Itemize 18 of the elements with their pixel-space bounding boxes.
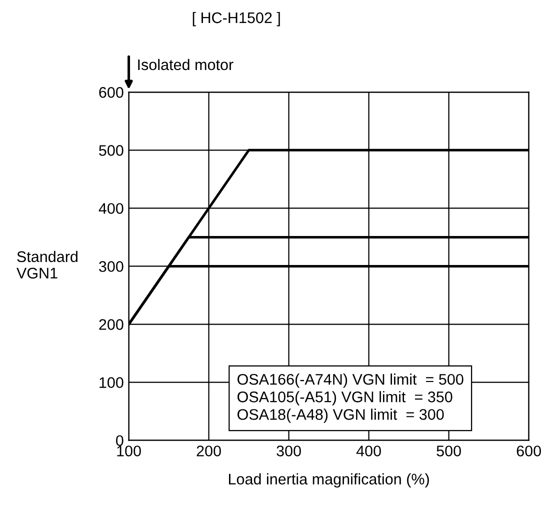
x-tick-label: 600: [516, 446, 541, 456]
x-tick-label: 500: [436, 446, 461, 456]
y-tick-label: 400: [98, 203, 124, 214]
y-tick-label: 300: [99, 261, 124, 272]
x-tick-label: 200: [196, 446, 221, 456]
x-tick-label: 300: [276, 446, 301, 456]
x-axis-title: Load inertia magnification (%): [229, 473, 429, 488]
y-tick-label: 600: [99, 87, 124, 98]
y-tick-label: 0: [116, 435, 124, 446]
y-tick-label: 500: [99, 145, 124, 156]
y-tick-label: 100: [100, 377, 124, 388]
y-axis-title: Standard VGN1: [16, 250, 78, 279]
y-tick-label: 200: [99, 319, 124, 330]
x-tick-label: 400: [356, 446, 381, 456]
chart-title: [ HC-H1502 ]: [192, 12, 280, 26]
text: Isolated motor: [138, 58, 234, 70]
x-tick-label: 100: [117, 446, 141, 456]
annotation: OSA166(-A74N) VGN limit = 500 OSA105(-A51) VGN limit = 350 OSA18(-A48) VGN limit = 300: [238, 374, 464, 423]
